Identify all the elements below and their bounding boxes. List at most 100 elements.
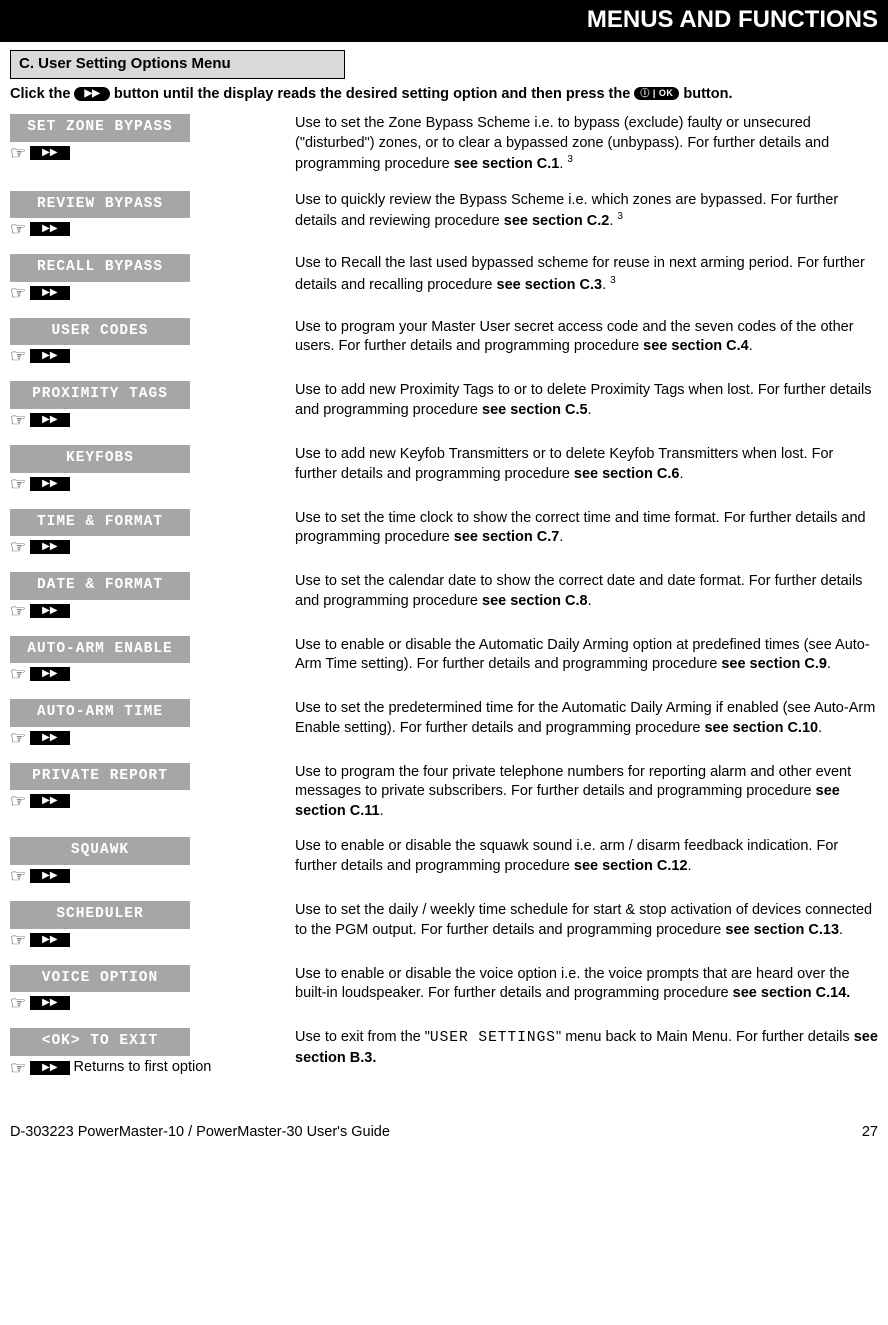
- desc-post: .: [827, 656, 831, 672]
- menu-item-row: USER CODES☞▶▶Use to program your Master …: [10, 318, 878, 366]
- forward-icon: ▶▶: [30, 286, 69, 300]
- intro-part2: button until the display reads the desir…: [110, 86, 634, 102]
- desc-bold: see section C.13: [725, 922, 839, 938]
- exit-desc: Use to exit from the "USER SETTINGS" men…: [295, 1028, 878, 1068]
- forward-icon: ▶▶: [30, 731, 69, 745]
- menu-desc: Use to quickly review the Bypass Scheme …: [295, 191, 878, 232]
- left-col: TIME & FORMAT☞▶▶: [10, 509, 295, 557]
- hand-icon: ☞: [10, 475, 26, 493]
- desc-bold: see section C.6: [574, 466, 680, 482]
- menu-label: AUTO-ARM ENABLE: [10, 636, 190, 664]
- ok-button-icon: ⓘ | OK: [634, 87, 679, 100]
- menu-item-row: SET ZONE BYPASS☞▶▶Use to set the Zone By…: [10, 114, 878, 175]
- menu-label: PRIVATE REPORT: [10, 763, 190, 791]
- hand-line: ☞ ▶▶: [10, 220, 285, 238]
- forward-icon: ▶▶: [30, 477, 69, 491]
- menu-item-row: PROXIMITY TAGS☞▶▶Use to add new Proximit…: [10, 381, 878, 429]
- forward-icon: ▶▶: [30, 540, 69, 554]
- forward-icon: ▶▶: [30, 349, 69, 363]
- desc-post: .: [688, 858, 692, 874]
- content: C. User Setting Options Menu Click the ▶…: [0, 42, 888, 1077]
- left-col: SQUAWK☞▶▶: [10, 837, 295, 885]
- menu-item-row: PRIVATE REPORT☞▶▶Use to program the four…: [10, 763, 878, 822]
- menu-item-row: RECALL BYPASS☞▶▶Use to Recall the last u…: [10, 254, 878, 302]
- forward-icon: ▶▶: [30, 604, 69, 618]
- menu-item-row: REVIEW BYPASS☞ ▶▶ Use to quickly review th…: [10, 191, 878, 239]
- menu-item-row: KEYFOBS☞▶▶Use to add new Keyfob Transmit…: [10, 445, 878, 493]
- hand-icon: ☞: [10, 284, 26, 302]
- desc-pre: Use to program your Master User secret a…: [295, 319, 854, 355]
- left-col: PROXIMITY TAGS☞▶▶: [10, 381, 295, 429]
- menu-desc: Use to program the four private telephon…: [295, 763, 878, 822]
- intro-part3: button.: [679, 86, 732, 102]
- menu-desc: Use to set the predetermined time for th…: [295, 699, 878, 738]
- hand-line: ☞ ▶▶ Returns to first option: [10, 1058, 285, 1078]
- forward-icon: ▶▶: [30, 222, 69, 236]
- forward-icon: ▶▶: [30, 869, 69, 883]
- left-col: KEYFOBS ☞ ▶▶: [10, 445, 295, 493]
- menu-label: SCHEDULER: [10, 901, 190, 929]
- menu-label: SQUAWK: [10, 837, 190, 865]
- hand-line: ☞ ▶▶: [10, 538, 285, 556]
- desc-sup: 3: [617, 211, 623, 222]
- menu-label: SET ZONE BYPASS: [10, 114, 190, 142]
- left-col: AUTO-ARM ENABLE☞▶▶: [10, 636, 295, 684]
- left-col: REVIEW BYPASS☞ ▶▶: [10, 191, 295, 239]
- hand-line: ☞ ▶▶: [10, 475, 285, 493]
- desc-bold: see section C.3: [497, 277, 603, 293]
- hand-line: ☞ ▶▶: [10, 347, 285, 365]
- desc-sup: 3: [610, 275, 616, 286]
- desc-pre: Use to set the time clock to show the co…: [295, 510, 866, 546]
- menu-label: REVIEW BYPASS: [10, 191, 190, 219]
- menu-label: VOICE OPTION: [10, 965, 190, 993]
- hand-icon: ☞: [10, 729, 26, 747]
- desc-pre: Use to enable or disable the squawk soun…: [295, 838, 838, 874]
- menu-item-row: DATE & FORMAT☞▶▶Use to set the calendar …: [10, 572, 878, 620]
- desc-bold: see section C.8: [482, 593, 588, 609]
- left-col: USER CODES☞▶▶: [10, 318, 295, 366]
- header-title: MENUS AND FUNCTIONS: [587, 6, 878, 33]
- menu-desc: Use to enable or disable the squawk soun…: [295, 837, 878, 876]
- forward-icon: ▶▶: [30, 667, 69, 681]
- exit-desc-mono: USER SETTINGS: [430, 1030, 556, 1046]
- left-col: AUTO-ARM TIME☞▶▶: [10, 699, 295, 747]
- section-label: C. User Setting Options Menu: [19, 55, 231, 72]
- desc-pre: Use to program the four private telephon…: [295, 764, 851, 800]
- desc-bold: see section C.4: [643, 338, 749, 354]
- desc-bold: see section C.1: [454, 156, 560, 172]
- hand-icon: ☞: [10, 1059, 26, 1077]
- desc-bold: see section C.2: [504, 213, 610, 229]
- menu-item-row: SQUAWK☞▶▶Use to enable or disable the sq…: [10, 837, 878, 885]
- desc-post: .: [588, 593, 592, 609]
- hand-line: ☞ ▶▶: [10, 729, 285, 747]
- desc-bold: see section C.10: [704, 720, 818, 736]
- menu-desc: Use to program your Master User secret a…: [295, 318, 878, 357]
- forward-icon: ▶▶: [30, 146, 69, 160]
- forward-icon: ▶▶: [30, 1061, 69, 1075]
- hand-icon: ☞: [10, 538, 26, 556]
- hand-icon: ☞: [10, 220, 26, 238]
- footer-left: D-303223 PowerMaster-10 / PowerMaster-30…: [10, 1123, 390, 1143]
- menu-desc: Use to add new Proximity Tags to or to d…: [295, 381, 878, 420]
- menu-desc: Use to Recall the last used bypassed sch…: [295, 254, 878, 295]
- desc-bold: see section C.5: [482, 402, 588, 418]
- menu-item-row: VOICE OPTION☞▶▶Use to enable or disable …: [10, 965, 878, 1013]
- desc-bold: see section C.9: [721, 656, 827, 672]
- header-bar: MENUS AND FUNCTIONS: [0, 0, 888, 42]
- menu-desc: Use to set the Zone Bypass Scheme i.e. t…: [295, 114, 878, 175]
- desc-bold: see section C.14.: [733, 985, 851, 1001]
- menu-desc: Use to enable or disable the voice optio…: [295, 965, 878, 1004]
- left-col: VOICE OPTION☞▶▶: [10, 965, 295, 1013]
- desc-post: .: [679, 466, 683, 482]
- menu-item-row: AUTO-ARM TIME☞▶▶Use to set the predeterm…: [10, 699, 878, 747]
- footer: D-303223 PowerMaster-10 / PowerMaster-30…: [0, 1093, 888, 1153]
- menu-desc: Use to set the calendar date to show the…: [295, 572, 878, 611]
- hand-icon: ☞: [10, 931, 26, 949]
- hand-icon: ☞: [10, 347, 26, 365]
- left-col: PRIVATE REPORT☞▶▶: [10, 763, 295, 811]
- hand-line: ☞▶▶: [10, 792, 285, 810]
- section-box: C. User Setting Options Menu: [10, 50, 345, 78]
- menu-label: KEYFOBS: [10, 445, 190, 473]
- desc-post: .: [588, 402, 592, 418]
- menu-label-exit: <OK> TO EXIT: [10, 1028, 190, 1056]
